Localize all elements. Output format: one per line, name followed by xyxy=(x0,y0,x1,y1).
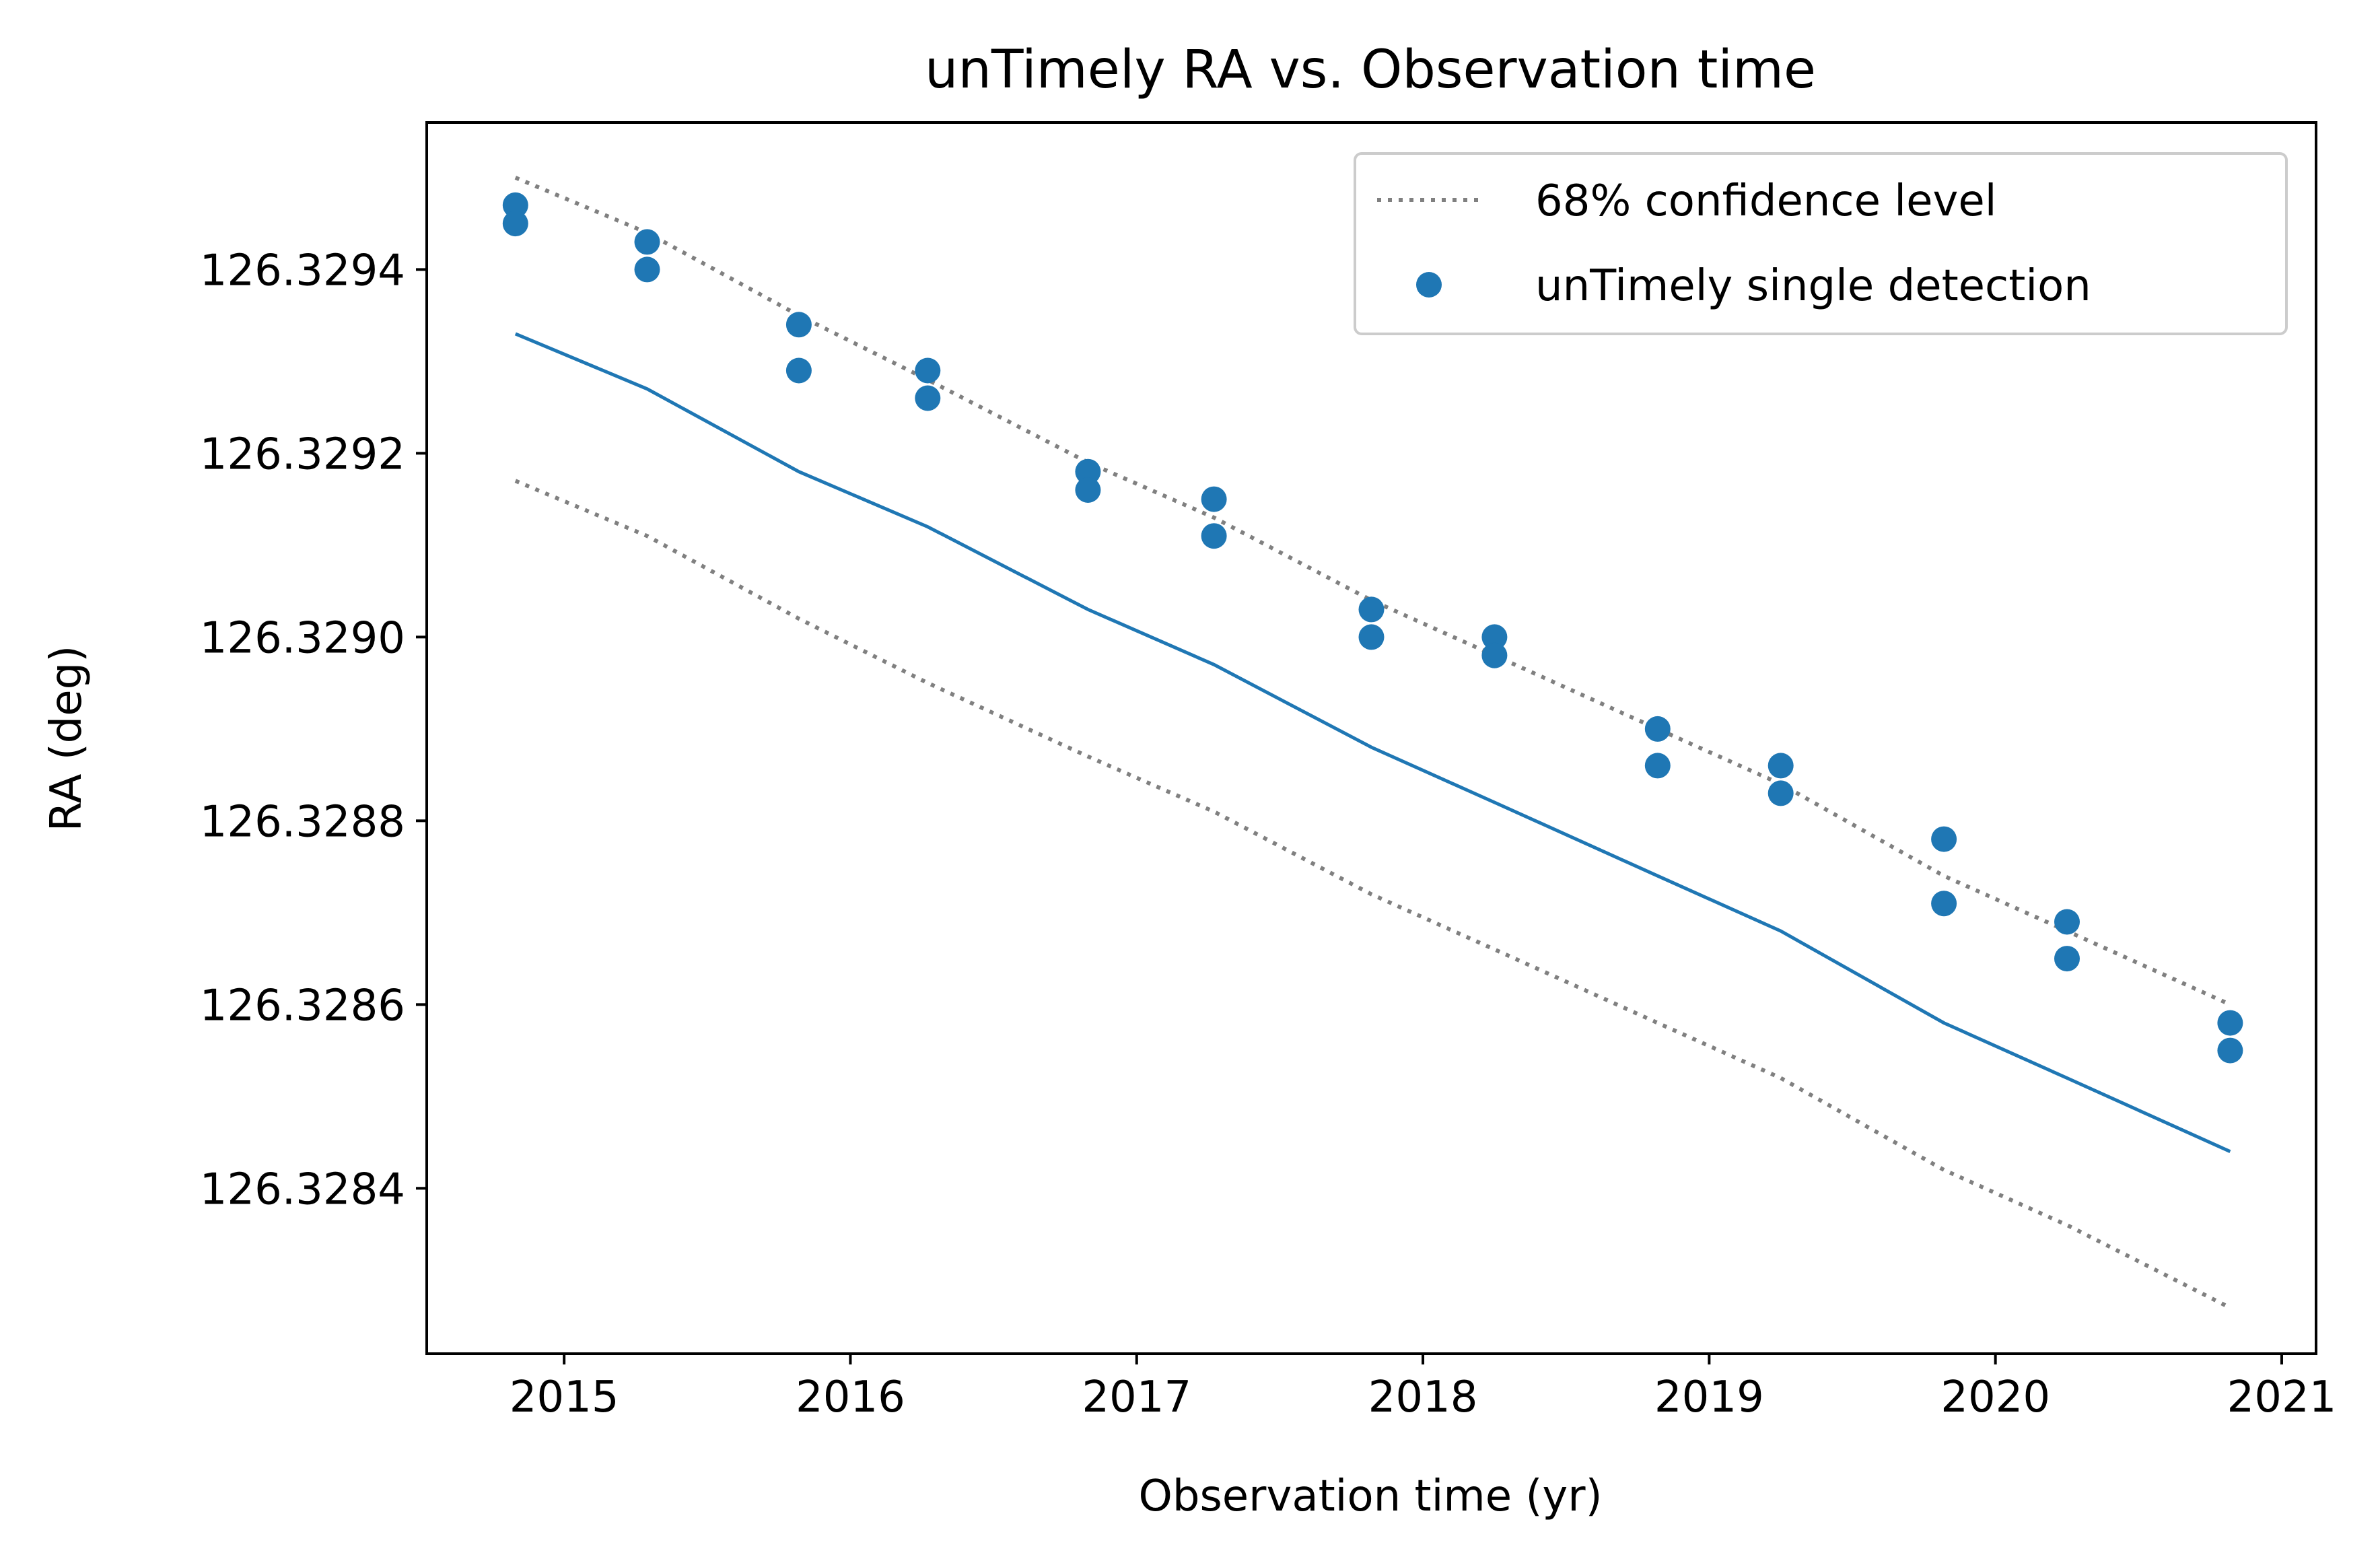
x-tick-label: 2019 xyxy=(1654,1373,1764,1422)
x-tick-label: 2021 xyxy=(2227,1373,2337,1422)
data-point xyxy=(1931,891,1957,917)
x-tick-label: 2015 xyxy=(510,1373,619,1422)
data-point xyxy=(1768,753,1794,779)
series-layer xyxy=(502,176,2243,1310)
y-tick-label: 126.3292 xyxy=(200,429,405,479)
data-point xyxy=(2217,1010,2243,1036)
data-point xyxy=(2217,1037,2243,1064)
legend-detection-label: unTimely single detection xyxy=(1535,261,2091,311)
data-point xyxy=(1931,826,1957,852)
data-point xyxy=(1075,458,1101,485)
data-point xyxy=(2054,909,2080,935)
x-tick-label: 2020 xyxy=(1940,1373,2050,1422)
x-axis-label: Observation time (yr) xyxy=(1138,1471,1602,1521)
data-point xyxy=(502,211,528,237)
data-point xyxy=(785,357,812,384)
y-tick-label: 126.3284 xyxy=(200,1165,405,1214)
plot-frame xyxy=(425,121,2317,1355)
data-point xyxy=(1201,523,1227,549)
data-point xyxy=(785,312,812,338)
x-tick-label: 2018 xyxy=(1368,1373,1478,1422)
data-point xyxy=(502,192,528,218)
y-axis: 126.3284 126.3286 126.3288 126.3290 126.3292… xyxy=(200,246,427,1214)
data-point xyxy=(915,357,941,384)
chart-title: unTimely RA vs. Observation time xyxy=(925,40,1816,100)
data-point xyxy=(1201,486,1227,512)
y-tick-label: 126.3288 xyxy=(200,797,405,847)
y-tick-label: 126.3294 xyxy=(200,246,405,296)
data-point xyxy=(2054,946,2080,972)
data-point xyxy=(915,385,941,411)
y-axis-label: RA (deg) xyxy=(42,646,92,832)
y-tick-label: 126.3290 xyxy=(200,613,405,663)
data-point xyxy=(1481,642,1508,668)
data-point xyxy=(1358,624,1385,650)
data-point xyxy=(1644,753,1671,779)
data-point xyxy=(1644,716,1671,742)
legend-detection-swatch xyxy=(1416,272,1442,298)
data-point xyxy=(1358,596,1385,623)
data-point xyxy=(634,229,660,255)
data-point xyxy=(1075,477,1101,503)
fit-line xyxy=(514,332,2231,1153)
x-tick-label: 2016 xyxy=(796,1373,905,1422)
data-point xyxy=(1481,624,1508,650)
x-tick-label: 2017 xyxy=(1082,1373,1191,1422)
confidence-line-3 xyxy=(514,479,2231,1310)
legend-box xyxy=(1354,152,2288,335)
legend-confidence-label: 68% confidence level xyxy=(1535,176,1996,226)
y-tick-label: 126.3286 xyxy=(200,981,405,1031)
legend: 68% confidence level unTimely single det… xyxy=(1354,152,2288,335)
data-point xyxy=(634,256,660,283)
x-axis: 2015 2016 2017 2018 2019 2020 2021 xyxy=(510,1354,2337,1422)
data-point xyxy=(1768,780,1794,806)
